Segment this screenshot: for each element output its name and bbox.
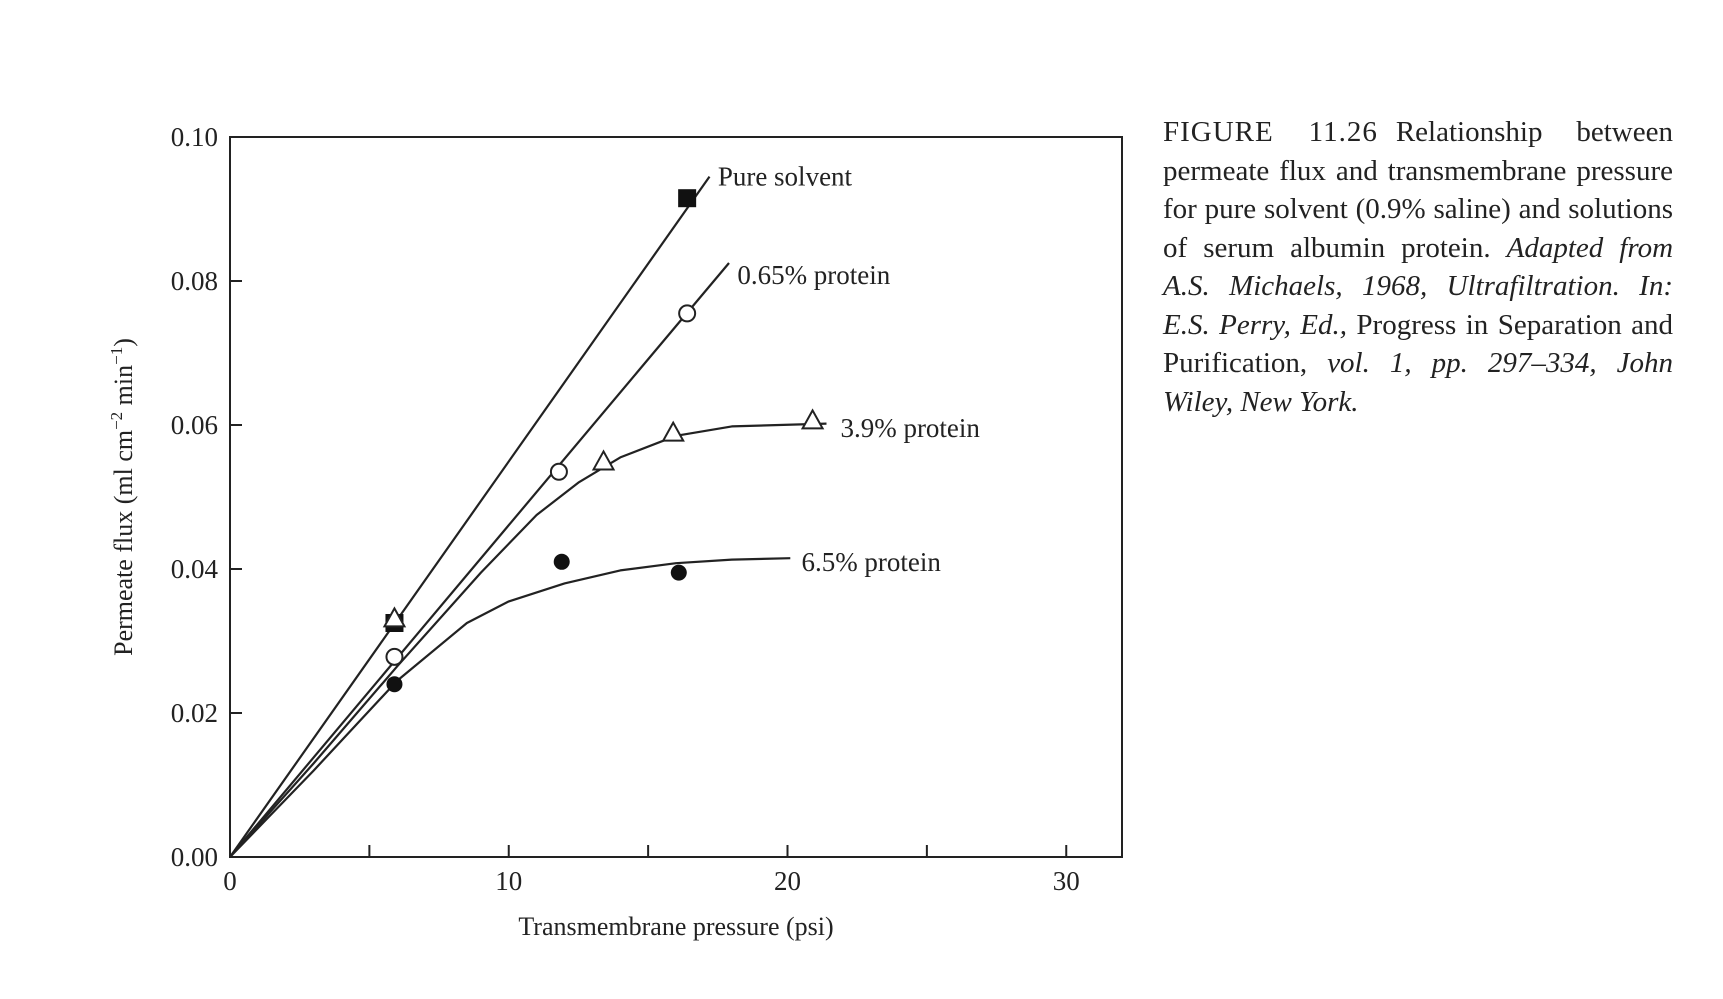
series-label-3-9-protein: 3.9% protein [840, 413, 980, 443]
series-markers [382, 189, 825, 693]
y-axis-label: Permeate flux (ml cm−2 min−1) [107, 338, 138, 656]
series-line-pure-solvent [229, 175, 711, 858]
series-label-pure-solvent: Pure solvent [718, 162, 853, 192]
data-point-6-5-protein-0 [386, 676, 403, 693]
series-curves [229, 175, 827, 858]
series-line-3-9-protein [229, 422, 827, 858]
y-tick-label-5: 0.10 [171, 122, 218, 152]
y-tick-label-0: 0.00 [171, 842, 218, 872]
data-point-3-9-protein-0 [382, 606, 407, 628]
x-tick-label-0: 0 [223, 866, 237, 896]
caption-source: Adapted from A.S. Michaels, 1968, Ultraf… [1163, 232, 1673, 418]
x-tick-label-2: 20 [774, 866, 801, 896]
series-labels: Pure solvent 0.65% protein 3.9% protein 6.5… [718, 162, 981, 577]
y-axis-label-end: ) [109, 338, 138, 347]
y-axis-label-main: Permeate flux (ml cm [109, 430, 138, 656]
data-point-6-5-protein-1 [553, 553, 570, 570]
caption-source-part3: vol. 1, pp. 297–334, John Wiley, New Yor… [1163, 347, 1674, 418]
y-tick-label-2: 0.04 [171, 554, 219, 584]
y-tick-label-3: 0.06 [171, 410, 218, 440]
y-axis-label-mid: min [109, 365, 138, 412]
y-tick-label-1: 0.02 [171, 698, 218, 728]
permeate-flux-chart: 0 10 20 30 0.00 0.02 0.04 0.06 0.08 0.10 Pure sol… [107, 122, 1123, 941]
data-point-3-9-protein-1 [591, 449, 616, 471]
series-line-6-5-protein [229, 557, 791, 858]
figure-caption: FIGURE 11.26 Relationship between permeat… [1163, 113, 1673, 421]
data-point-3-9-protein-3 [800, 408, 825, 430]
series-label-6-5-protein: 6.5% protein [801, 547, 941, 577]
data-point-pure-solvent-1 [678, 189, 697, 208]
data-point-0-65-protein-0 [385, 647, 404, 666]
plot-frame [229, 136, 1123, 858]
series-label-0-65-protein: 0.65% protein [737, 260, 890, 290]
caption-source-part1: Adapted from A.S. Michaels, 1968, Ultraf… [1163, 231, 1674, 341]
x-tick-label-3: 30 [1053, 866, 1080, 896]
figure-label: FIGURE 11.26 [1163, 116, 1378, 148]
data-point-0-65-protein-1 [549, 462, 568, 481]
axis-ticks: 0 10 20 30 0.00 0.02 0.04 0.06 0.08 0.10 [171, 122, 1080, 896]
x-axis-label: Transmembrane pressure (psi) [518, 912, 833, 941]
y-axis-label-sup2: −1 [107, 347, 126, 365]
series-line-0-65-protein [229, 262, 730, 858]
data-point-3-9-protein-2 [661, 420, 685, 442]
caption-text: Relationship between permeate flux and t… [1163, 116, 1673, 264]
y-tick-label-4: 0.08 [171, 266, 218, 296]
data-point-0-65-protein-2 [678, 304, 697, 323]
x-tick-label-1: 10 [495, 866, 522, 896]
data-point-6-5-protein-2 [670, 564, 687, 581]
caption-source-part2: Progress in Separation and Purification, [1163, 308, 1674, 380]
y-axis-label-sup1: −2 [107, 412, 126, 430]
